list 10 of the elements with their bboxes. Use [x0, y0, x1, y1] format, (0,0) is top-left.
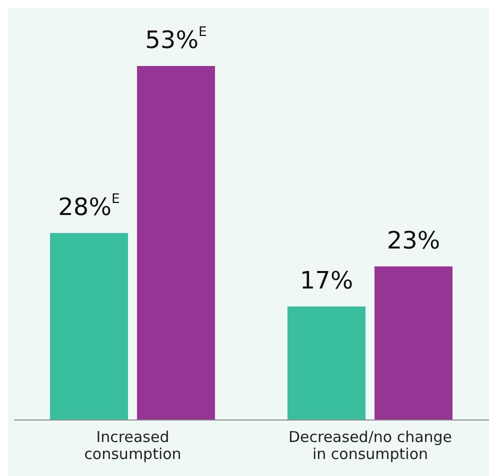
data-label: 23%	[386, 226, 440, 254]
data-label: 17%	[300, 266, 354, 294]
x-tick-label: Increased consumption	[84, 428, 182, 463]
bar	[288, 306, 366, 420]
data-label: 28%$^{E}$	[58, 192, 120, 221]
x-tick-label: Decreased/no change in consumption	[288, 428, 452, 463]
data-label: 53%$^{E}$	[145, 25, 207, 54]
bar	[50, 232, 128, 420]
bar	[374, 266, 452, 420]
bar	[137, 66, 215, 420]
